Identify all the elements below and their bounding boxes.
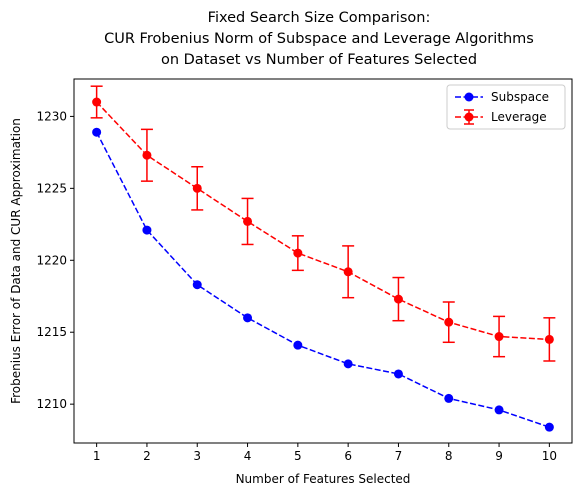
series-subspace [92,127,554,432]
x-tick-label: 2 [143,449,151,463]
series-leverage [90,85,556,362]
data-point [393,369,403,379]
x-tick-label: 9 [495,449,503,463]
x-tick-label: 6 [344,449,352,463]
legend-label: Leverage [491,110,547,124]
data-point [343,267,353,277]
x-tick-label: 1 [93,449,101,463]
data-point [293,340,303,350]
x-tick-label: 3 [193,449,201,463]
data-point [243,216,253,226]
data-point [544,334,554,344]
plot-area [90,85,556,432]
x-tick-label: 8 [445,449,453,463]
data-point [142,225,152,235]
y-tick-label: 1230 [36,109,67,123]
data-point [192,280,202,290]
title-line-3: on Dataset vs Number of Features Selecte… [161,52,477,68]
series-line [96,101,550,341]
legend-entry-leverage: Leverage [455,109,547,125]
x-tick-label: 10 [542,449,557,463]
title-line-1: Fixed Search Size Comparison: [208,10,431,26]
y-tick-label: 1225 [36,181,67,195]
y-tick-label: 1215 [36,325,67,339]
data-point [343,359,353,369]
data-point [393,294,403,304]
data-point [92,127,102,137]
x-tick-label: 5 [294,449,302,463]
data-point [142,150,152,160]
data-point [544,422,554,432]
series-line [95,131,550,428]
x-axis-label: Number of Features Selected [236,472,411,486]
data-point [192,183,202,193]
legend: Subspace Leverage [446,84,566,130]
plot-frame [73,78,573,444]
x-axis: 1 2 3 4 5 6 7 8 9 10 [93,443,557,463]
y-tick-label: 1220 [36,253,67,267]
data-point [444,393,454,403]
y-tick-label: 1210 [36,397,67,411]
legend-frame [446,84,566,130]
y-axis-label: Frobenius Error of Data and CUR Approxim… [9,118,23,404]
data-point [92,97,102,107]
data-point [444,317,454,327]
x-tick-label: 4 [244,449,252,463]
legend-label: Subspace [491,90,549,104]
title-line-2: CUR Frobenius Norm of Subspace and Lever… [104,31,534,47]
legend-entry-subspace: Subspace [455,90,549,104]
legend-marker [464,92,474,102]
x-tick-label: 7 [395,449,403,463]
data-point [494,332,504,342]
legend-marker [464,112,474,122]
chart-title: Fixed Search Size Comparison: CUR Froben… [104,10,534,68]
y-axis: 1210 1215 1220 1225 1230 [36,109,74,411]
data-point [243,313,253,323]
data-point [494,405,504,415]
data-point [293,248,303,258]
